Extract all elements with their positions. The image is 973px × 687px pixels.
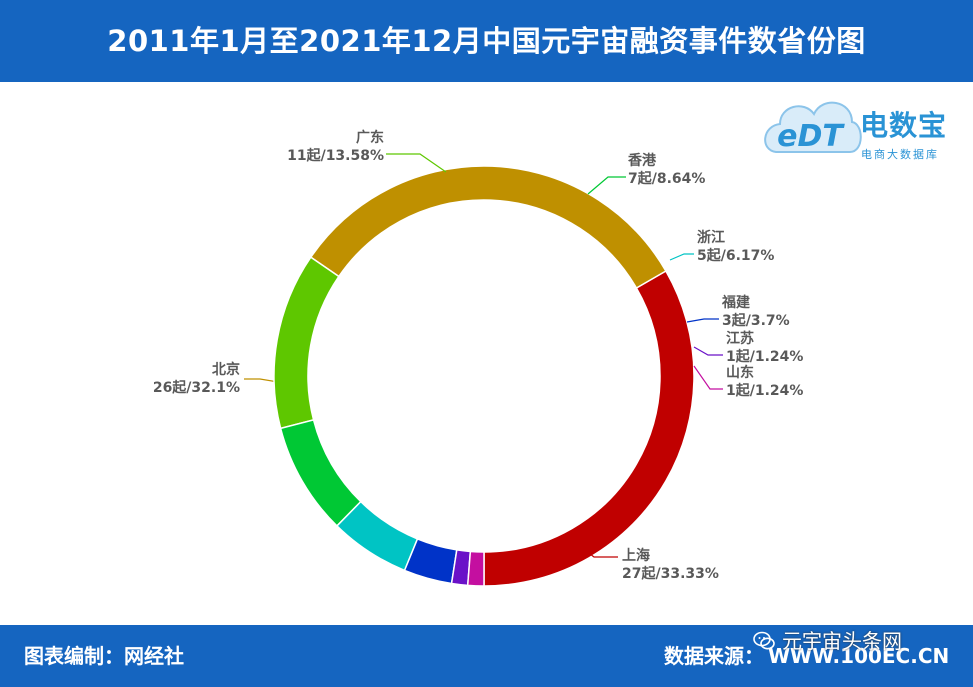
slice-name-label: 广东 (356, 129, 384, 146)
watermark-text: 元宇宙头条网 (782, 629, 902, 653)
slice-上海 (483, 269, 695, 587)
slice-value-label: 27起/33.33% (622, 565, 719, 582)
leader-line-福建 (686, 318, 719, 323)
leader-line-香港 (587, 176, 626, 195)
slice-name-label: 福建 (721, 294, 750, 311)
slice-value-label: 11起/13.58% (287, 147, 384, 164)
chart-title: 2011年1月至2021年12月中国元宇宙融资事件数省份图 (107, 24, 866, 58)
slice-广东 (273, 256, 340, 430)
leader-line-山东 (693, 365, 723, 390)
svg-text:eDT: eDT (777, 119, 845, 154)
slice-value-label: 5起/6.17% (697, 247, 774, 264)
slice-name-label: 江苏 (726, 330, 754, 347)
slice-name-label: 北京 (212, 361, 240, 378)
slice-value-label: 26起/32.1% (153, 379, 240, 396)
slice-value-label: 3起/3.7% (722, 312, 790, 329)
slice-value-label: 1起/1.24% (726, 348, 803, 365)
chart-credit: 图表编制：网经社 (24, 644, 184, 668)
wechat-icon (753, 631, 775, 650)
leader-line-广东 (386, 153, 447, 173)
slice-value-label: 1起/1.24% (726, 382, 803, 399)
slice-value-label: 7起/8.64% (628, 170, 705, 187)
footer-band (0, 625, 973, 687)
edt-logo-icon: eDT (764, 101, 862, 154)
slice-name-label: 上海 (622, 547, 650, 564)
logo-subtitle: 电商大数据库 (861, 148, 939, 161)
header-band (0, 0, 973, 82)
data-source: 数据来源： WWW.100EC.CN (664, 625, 949, 687)
watermark: 元宇宙头条网 (752, 621, 902, 661)
logo-name: 电数宝 (860, 109, 948, 142)
source-label: 数据来源： (664, 644, 764, 668)
source-url: WWW.100EC.CN (768, 644, 950, 668)
slice-name-label: 浙江 (697, 229, 725, 246)
leader-line-浙江 (669, 253, 694, 261)
slice-北京 (309, 165, 667, 290)
slice-name-label: 山东 (726, 364, 754, 381)
slice-name-label: 香港 (627, 152, 657, 169)
leader-line-江苏 (693, 346, 723, 356)
slice-香港 (279, 418, 362, 527)
leader-line-上海 (571, 539, 618, 558)
slice-山东 (466, 550, 485, 587)
